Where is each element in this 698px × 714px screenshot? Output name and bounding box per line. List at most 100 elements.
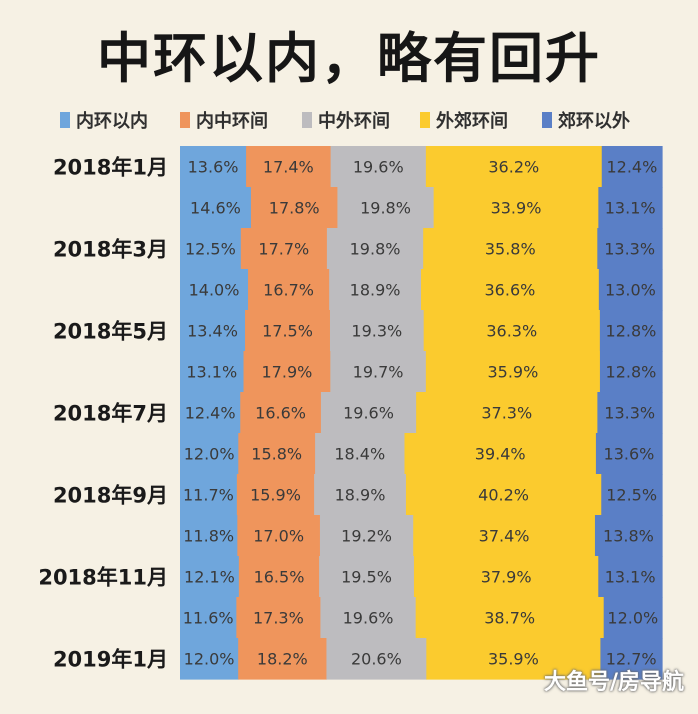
bar-segment-inner-1 [180,187,252,229]
data-label-inner-middle-6: 16.6% [255,404,306,423]
bar-segment-inner-middle-11 [236,597,322,639]
bar-segment-beyond-suburban-9 [594,515,663,557]
data-label-middle-outer-4: 19.3% [351,322,402,341]
data-label-outer-suburban-11: 38.7% [484,609,535,628]
bar-segment-beyond-suburban-6 [597,392,663,434]
bar-segment-outer-suburban-10 [413,556,599,598]
data-label-beyond-suburban-8: 12.5% [606,486,657,505]
data-label-inner-0: 13.6% [188,158,239,177]
data-label-outer-suburban-10: 37.9% [481,568,532,587]
data-label-middle-outer-0: 19.6% [353,158,404,177]
bar-segment-inner-10 [180,556,240,598]
data-label-inner-2: 12.5% [185,240,236,259]
data-label-beyond-suburban-12: 12.7% [606,650,657,669]
bar-segment-outer-suburban-0 [425,146,603,188]
bar-segment-outer-suburban-5 [425,351,601,393]
data-label-inner-middle-10: 16.5% [254,568,305,587]
bar-segment-beyond-suburban-2 [597,228,663,270]
bar-segment-outer-suburban-11 [415,597,605,639]
bar-segment-inner-middle-1 [250,187,339,229]
bar-segment-middle-outer-9 [319,515,414,557]
data-label-beyond-suburban-5: 12.8% [606,363,657,382]
data-label-inner-middle-11: 17.3% [253,609,304,628]
category-label-12: 2019年1月 [53,648,168,672]
bar-segment-inner-middle-8 [236,474,315,516]
category-label-2: 2018年3月 [53,238,168,262]
data-label-inner-middle-7: 15.8% [251,445,302,464]
bar-segment-inner-7 [180,433,239,475]
bar-segment-middle-outer-1 [337,187,435,229]
bar-segment-inner-middle-2 [240,228,328,270]
data-label-inner-middle-9: 17.0% [253,527,304,546]
data-label-beyond-suburban-4: 12.8% [606,322,657,341]
bar-segment-inner-middle-3 [248,269,330,311]
bar-segment-outer-suburban-9 [413,515,596,557]
data-label-middle-outer-12: 20.6% [351,650,402,669]
data-label-outer-suburban-3: 36.6% [485,281,536,300]
bar-segment-beyond-suburban-5 [599,351,663,393]
bar-segment-inner-middle-10 [238,556,320,598]
chart-legend: 内环以内 内中环间 中外环间 外郊环间 郊环以外 [60,108,680,132]
bar-segment-beyond-suburban-7 [595,433,663,475]
data-label-middle-outer-8: 18.9% [335,486,386,505]
legend-item-middle-outer: 中外环间 [302,108,390,132]
data-label-outer-suburban-8: 40.2% [478,486,529,505]
data-label-inner-5: 13.1% [186,363,237,382]
data-label-inner-middle-0: 17.4% [263,158,314,177]
bar-segment-middle-outer-2 [326,228,424,270]
bar-segment-outer-suburban-6 [416,392,598,434]
legend-swatch-middle-outer [302,112,312,128]
bar-segment-middle-outer-5 [330,351,427,393]
data-label-middle-outer-5: 19.7% [353,363,404,382]
legend-label-inner: 内环以内 [76,111,148,132]
legend-label-inner-middle: 内中环间 [196,111,268,132]
category-label-10: 2018年11月 [38,566,168,590]
source-watermark: 大鱼号/房导航 [543,670,684,695]
bar-segment-inner-11 [180,597,237,639]
data-label-inner-middle-12: 18.2% [257,650,308,669]
data-label-inner-middle-1: 17.8% [269,199,320,218]
legend-label-middle-outer: 中外环间 [318,111,390,132]
legend-swatch-beyond-suburban [542,112,552,128]
bar-segment-inner-middle-7 [238,433,316,475]
bar-segment-outer-suburban-7 [404,433,597,475]
data-label-outer-suburban-12: 35.9% [488,650,539,669]
bar-segment-inner-middle-12 [238,638,328,680]
bar-segment-middle-outer-0 [330,146,427,188]
bar-segment-inner-2 [180,228,242,270]
legend-item-outer-suburban: 外郊环间 [420,108,508,132]
data-label-beyond-suburban-10: 13.1% [605,568,656,587]
legend-label-outer-suburban: 外郊环间 [436,111,508,132]
data-label-inner-middle-4: 17.5% [262,322,313,341]
category-label-0: 2018年1月 [53,156,168,180]
data-label-middle-outer-6: 19.6% [343,404,394,423]
bar-segment-beyond-suburban-1 [598,187,663,229]
bar-segment-inner-middle-5 [243,351,331,393]
bar-segment-inner-middle-6 [240,392,322,434]
data-label-beyond-suburban-9: 13.8% [603,527,654,546]
bar-segment-outer-suburban-2 [423,228,598,270]
data-label-inner-1: 14.6% [190,199,241,218]
bar-segment-inner-12 [180,638,239,680]
data-label-beyond-suburban-7: 13.6% [604,445,655,464]
bar-segment-middle-outer-4 [329,310,425,352]
data-label-beyond-suburban-1: 13.1% [605,199,656,218]
bar-segment-beyond-suburban-11 [603,597,663,639]
bar-segment-middle-outer-12 [326,638,427,680]
data-label-outer-suburban-6: 37.3% [481,404,532,423]
bar-segment-inner-middle-4 [245,310,331,352]
category-label-4: 2018年5月 [53,320,168,344]
data-label-middle-outer-1: 19.8% [360,199,411,218]
bar-segment-inner-5 [180,351,245,393]
data-label-outer-suburban-0: 36.2% [488,158,539,177]
bar-segment-inner-3 [180,269,249,311]
data-label-middle-outer-3: 18.9% [350,281,401,300]
legend-swatch-outer-suburban [420,112,430,128]
bar-segment-inner-0 [180,146,247,188]
data-label-inner-6: 12.4% [185,404,236,423]
bar-segment-middle-outer-7 [315,433,406,475]
legend-swatch-inner [60,112,70,128]
data-label-inner-10: 12.1% [184,568,235,587]
data-label-middle-outer-7: 18.4% [334,445,385,464]
